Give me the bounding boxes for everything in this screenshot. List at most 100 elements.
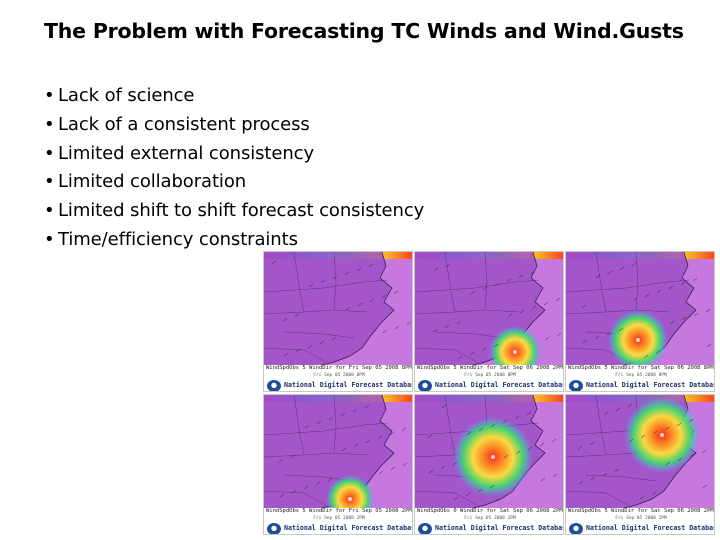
state-boundary — [635, 252, 639, 311]
map-caption: WindSpdObs 0 WindDir for Sat Sep 06 2008… — [415, 508, 564, 515]
wind-barb — [295, 348, 301, 353]
wind-barb — [556, 332, 562, 337]
bullet-icon: • — [44, 228, 55, 250]
wind-barb — [445, 263, 451, 268]
bullet-icon: • — [44, 113, 55, 135]
wind-barb — [465, 492, 471, 497]
wind-barb — [676, 422, 682, 427]
wind-barb — [478, 427, 484, 432]
wind-barb — [578, 480, 584, 485]
wind-barb — [514, 415, 520, 420]
noaa-logo-icon — [267, 380, 281, 391]
wind-barb — [530, 270, 536, 275]
state-boundary — [264, 422, 389, 436]
wind-barb — [382, 329, 388, 334]
noaa-logo-icon — [569, 380, 583, 391]
wind-barb — [515, 450, 521, 455]
map-subcaption: Fri Sep 05 2008 2PM — [566, 515, 714, 522]
wind-barb — [482, 286, 488, 291]
wind-barb — [552, 473, 558, 478]
state-boundary — [333, 395, 337, 454]
forecast-map-panel: WindSpdObs 5 WindDir for Sat Sep 06 2008… — [565, 251, 715, 392]
wind-barb — [655, 350, 661, 355]
wind-barb — [582, 339, 588, 344]
wind-barb — [656, 289, 662, 294]
wind-barb — [364, 404, 370, 409]
wind-barb — [365, 439, 371, 444]
state-boundary — [264, 490, 327, 506]
wind-barb — [291, 489, 297, 494]
wind-barb — [502, 419, 508, 424]
wind-barb — [319, 340, 325, 345]
wind-barb — [644, 293, 650, 298]
wind-barb — [433, 267, 439, 272]
wind-barb — [353, 443, 359, 448]
wind-barb — [356, 267, 362, 272]
wind-barb — [664, 426, 670, 431]
state-boundary — [283, 331, 355, 339]
coastline — [321, 252, 395, 365]
wind-barb — [368, 263, 374, 268]
wind-barb — [519, 309, 525, 314]
storm-wind-field — [608, 310, 668, 365]
wind-map-image — [415, 395, 563, 508]
wind-barb — [406, 321, 412, 326]
state-boundary — [293, 252, 305, 313]
map-subcaption: Fri Sep 05 2008 8PM — [566, 372, 714, 379]
storm-eye — [491, 455, 495, 459]
wind-barb — [619, 266, 625, 271]
wind-barb — [304, 424, 310, 429]
noaa-logo-icon — [418, 380, 432, 391]
wind-barb — [540, 477, 546, 482]
wind-barb — [539, 442, 545, 447]
wind-barb — [618, 327, 624, 332]
wind-barb — [378, 470, 384, 475]
state-boundary — [585, 474, 657, 482]
wind-barb — [677, 457, 683, 462]
state-boundary — [264, 452, 369, 458]
wind-barb — [345, 306, 351, 311]
wind-barb — [595, 274, 601, 279]
bullet-text: Limited collaboration — [58, 171, 247, 193]
wind-barb — [389, 431, 395, 436]
wind-barb — [543, 301, 549, 306]
state-boundary — [293, 395, 305, 456]
map-subcaption: Fri Sep 05 2008 8PM — [415, 372, 563, 379]
wind-barb — [693, 312, 699, 317]
wind-barb — [602, 472, 608, 477]
wind-barb — [327, 477, 333, 482]
wind-barb — [701, 449, 707, 454]
state-boundary — [333, 252, 337, 311]
bullet-item: • Limited external consistency — [44, 140, 424, 169]
wind-barb — [692, 277, 698, 282]
bullet-text: Lack of a consistent process — [58, 113, 310, 135]
wind-barb — [594, 335, 600, 340]
database-title: National Digital Forecast Database — [586, 381, 715, 389]
bullet-icon: • — [44, 200, 55, 222]
wind-barb — [481, 347, 487, 352]
bullet-item: • Lack of science — [44, 82, 424, 111]
wind-map-image — [264, 252, 412, 365]
wind-barb — [527, 446, 533, 451]
bullet-item: • Lack of a consistent process — [44, 111, 424, 140]
wind-barb — [328, 416, 334, 421]
bullet-icon: • — [44, 142, 55, 164]
slide-title: The Problem with Forecasting TC Winds an… — [44, 19, 684, 43]
state-boundary — [415, 347, 478, 363]
wind-barb — [316, 420, 322, 425]
map-caption: WindSpdObs 5 WindDir for Fri Sep 05 2008… — [264, 508, 413, 515]
wind-barb — [452, 461, 458, 466]
forecast-map-panel: WindSpdObs 5 WindDir for Fri Sep 05 2008… — [263, 394, 413, 535]
map-footer: National Digital Forecast Database — [566, 522, 714, 534]
wind-barb — [705, 308, 711, 313]
wind-barb — [615, 407, 621, 412]
state-boundary — [415, 490, 478, 506]
wind-barb — [577, 445, 583, 450]
wind-barb — [394, 325, 400, 330]
bullet-text: Limited shift to shift forecast consiste… — [58, 200, 425, 222]
wind-barb — [279, 493, 285, 498]
wind-barb — [294, 313, 300, 318]
wind-barb — [680, 281, 686, 286]
forecast-map-panel: WindSpdObs 5 WindDir for Fri Sep 05 2008… — [263, 251, 413, 392]
map-footer: National Digital Forecast Database — [566, 379, 715, 391]
